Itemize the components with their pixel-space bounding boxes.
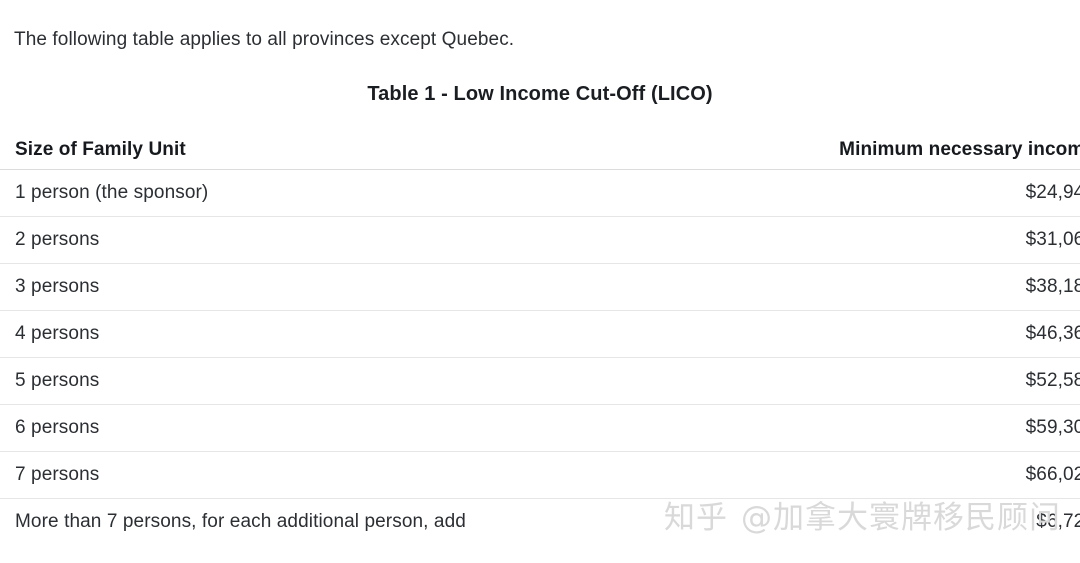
table-header: Size of Family Unit Minimum necessary in… — [0, 131, 1080, 170]
table-row: 4 persons $46,362 — [0, 310, 1080, 358]
cell-minimum-income: $59,304 — [775, 404, 1080, 452]
cell-minimum-income: $6,723 — [1036, 511, 1080, 532]
cell-family-size: More than 7 persons, for each additional… — [15, 511, 466, 532]
table-row: 3 persons $38,185 — [0, 263, 1080, 311]
cell-minimum-income: $52,583 — [775, 357, 1080, 405]
cell-family-size: 3 persons — [0, 263, 775, 311]
table-header-row: Size of Family Unit Minimum necessary in… — [0, 131, 1080, 170]
cell-family-size: 1 person (the sponsor) — [0, 169, 775, 217]
cell-family-size: 4 persons — [0, 310, 775, 358]
cell-family-size: 6 persons — [0, 404, 775, 452]
table-row: 6 persons $59,304 — [0, 404, 1080, 452]
cell-minimum-income: $24,949 — [775, 169, 1080, 217]
cell-minimum-income: $38,185 — [775, 263, 1080, 311]
intro-paragraph: The following table applies to all provi… — [14, 29, 515, 50]
table-row: 1 person (the sponsor) $24,949 — [0, 169, 1080, 217]
cell-minimum-income: $46,362 — [775, 310, 1080, 358]
column-header-minimum-income: Minimum necessary income — [775, 131, 1080, 170]
cell-family-size: 5 persons — [0, 357, 775, 405]
cell-minimum-income: $66,027 — [775, 451, 1080, 499]
table-title: Table 1 - Low Income Cut-Off (LICO) — [367, 83, 713, 105]
column-header-family-size: Size of Family Unit — [0, 131, 775, 170]
lico-table: Size of Family Unit Minimum necessary in… — [0, 131, 1080, 545]
cell-minimum-income: $31,061 — [775, 216, 1080, 264]
table-body: 1 person (the sponsor) $24,949 2 persons… — [0, 169, 1080, 546]
cell-family-size: 2 persons — [0, 216, 775, 264]
table-row: 7 persons $66,027 — [0, 451, 1080, 499]
cell-family-size: 7 persons — [0, 451, 775, 499]
table-row: 5 persons $52,583 — [0, 357, 1080, 405]
table-row: More than 7 persons, for each additional… — [0, 499, 1080, 546]
table-row: 2 persons $31,061 — [0, 216, 1080, 264]
